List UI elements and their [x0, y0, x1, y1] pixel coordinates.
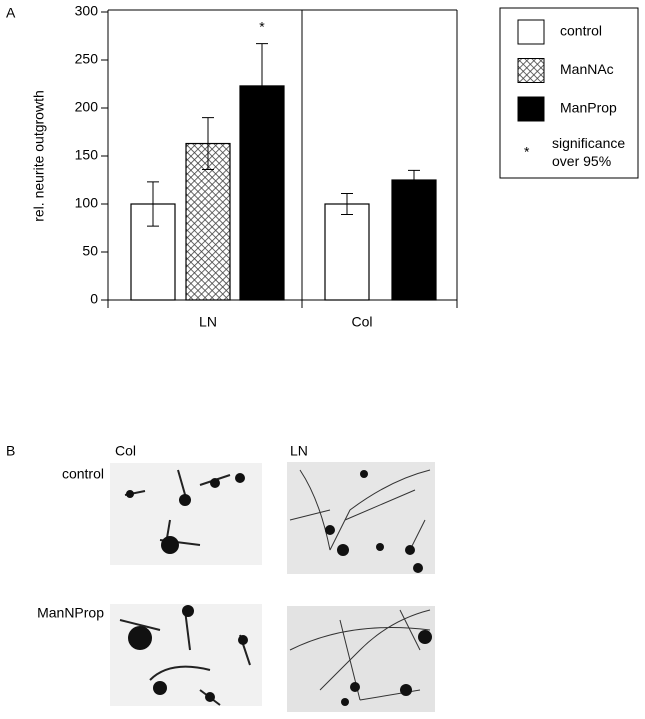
error-bar [341, 192, 353, 216]
legend-label: significance over 95% [552, 135, 626, 169]
error-bar [147, 181, 159, 227]
row-label: control [62, 466, 104, 482]
legend-label: ManProp [560, 100, 617, 116]
x-tick-label: LN [199, 314, 217, 330]
bar [391, 179, 437, 301]
y-tick-label: 200 [75, 99, 99, 115]
column-label: Col [115, 443, 136, 459]
error-bar [256, 43, 268, 129]
y-tick-label: 150 [75, 147, 99, 163]
error-bar [408, 169, 420, 191]
micrograph [110, 463, 262, 565]
legend-swatch [517, 96, 545, 122]
bar [324, 203, 370, 301]
micrograph [110, 604, 262, 706]
y-tick-label: 300 [75, 3, 99, 19]
significance-marker: * [259, 18, 265, 34]
y-tick-label: 250 [75, 51, 99, 67]
micrograph [287, 606, 435, 712]
error-bar [202, 117, 214, 170]
column-label: LN [290, 443, 308, 459]
y-axis-label: rel. neurite outgrowth [31, 90, 47, 222]
panel-label: A [6, 5, 16, 21]
micrograph [287, 462, 435, 574]
legend-swatch [517, 58, 545, 83]
legend-swatch [517, 19, 545, 45]
panel-label: B [6, 443, 15, 459]
legend-label: ManNAc [560, 61, 614, 77]
x-tick-label: Col [351, 314, 372, 330]
row-label: ManNProp [37, 605, 104, 621]
legend-marker: * [524, 144, 530, 160]
legend-box [499, 7, 639, 179]
micrographs: Col LN control ManNProp [37, 443, 435, 712]
y-tick-label: 50 [82, 243, 98, 259]
y-tick-label: 0 [90, 291, 98, 307]
y-tick-label: 100 [75, 195, 99, 211]
legend-label: control [560, 23, 602, 39]
